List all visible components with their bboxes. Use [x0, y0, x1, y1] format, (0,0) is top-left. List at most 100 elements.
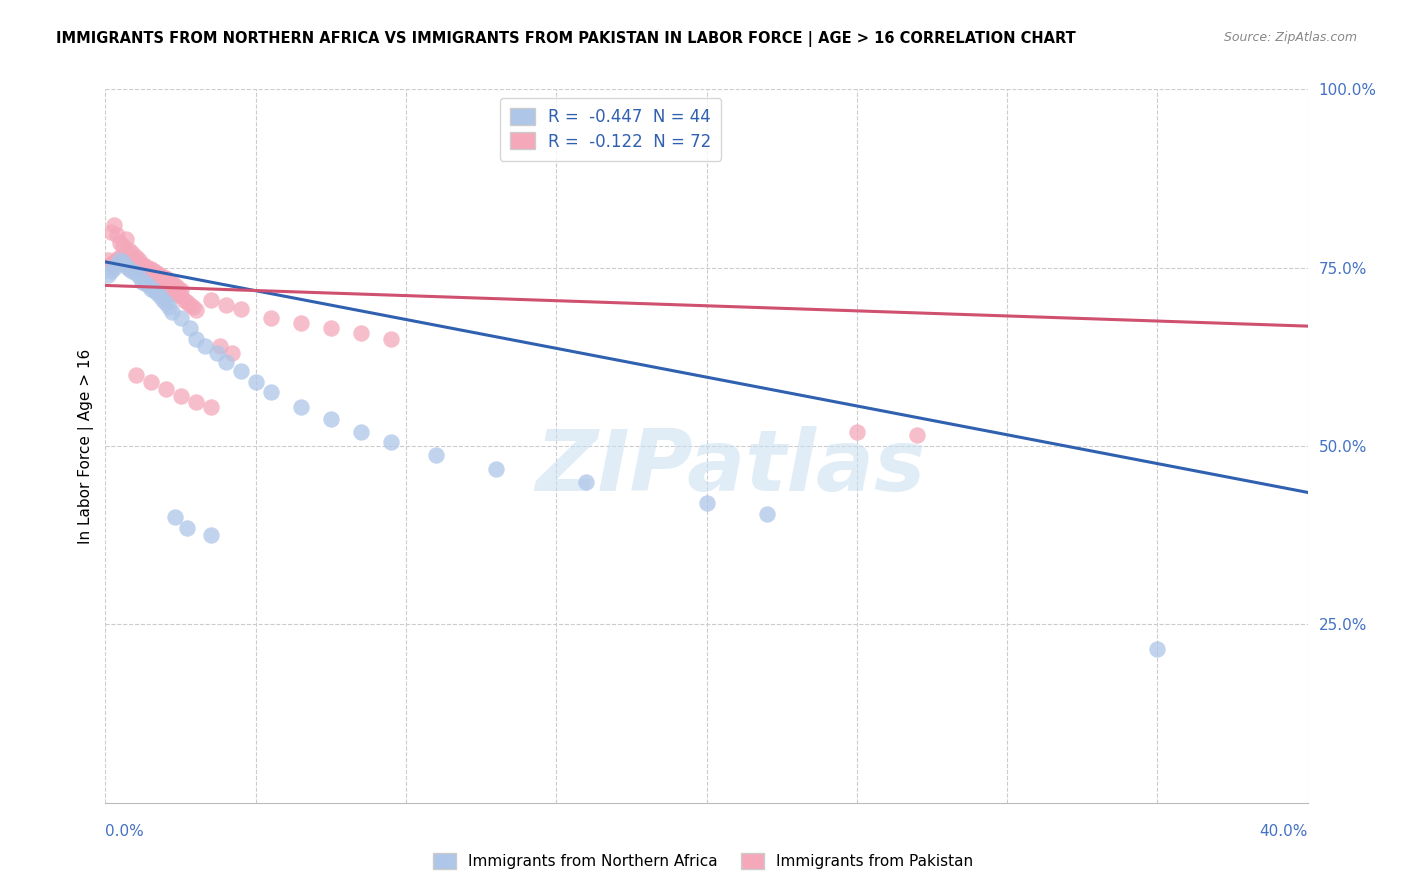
- Legend: Immigrants from Northern Africa, Immigrants from Pakistan: Immigrants from Northern Africa, Immigra…: [427, 847, 979, 875]
- Point: [169, 284, 191, 298]
- Point: [112, 239, 135, 253]
- Point: [380, 332, 402, 346]
- Text: Source: ZipAtlas.com: Source: ZipAtlas.com: [1223, 31, 1357, 45]
- Point: [205, 346, 228, 360]
- Point: [131, 262, 153, 277]
- Point: [200, 528, 222, 542]
- Point: [155, 296, 177, 310]
- Point: [575, 475, 598, 489]
- Point: [155, 278, 177, 293]
- Point: [152, 269, 174, 284]
- Point: [157, 275, 180, 289]
- Point: [107, 228, 129, 243]
- Point: [229, 301, 252, 316]
- Text: 40.0%: 40.0%: [1260, 824, 1308, 838]
- Point: [152, 277, 174, 291]
- Point: [136, 266, 159, 280]
- Point: [194, 339, 217, 353]
- Point: [134, 277, 156, 291]
- Text: ZIPatlas: ZIPatlas: [536, 425, 925, 509]
- Point: [1146, 642, 1168, 657]
- Point: [145, 273, 167, 287]
- Point: [107, 257, 129, 271]
- Point: [118, 255, 141, 269]
- Point: [142, 271, 165, 285]
- Point: [160, 277, 183, 291]
- Point: [128, 269, 150, 284]
- Point: [128, 253, 150, 268]
- Point: [350, 326, 373, 341]
- Point: [139, 375, 162, 389]
- Point: [131, 275, 153, 289]
- Point: [157, 300, 180, 314]
- Point: [103, 218, 125, 232]
- Point: [169, 310, 191, 325]
- Point: [155, 382, 177, 396]
- Point: [115, 232, 138, 246]
- Point: [157, 280, 180, 294]
- Point: [115, 259, 138, 273]
- Point: [845, 425, 868, 439]
- Point: [121, 246, 143, 260]
- Point: [124, 368, 146, 382]
- Point: [118, 243, 141, 257]
- Point: [134, 264, 156, 278]
- Point: [169, 289, 191, 303]
- Point: [112, 253, 135, 268]
- Point: [173, 293, 195, 307]
- Point: [124, 266, 146, 280]
- Point: [139, 269, 162, 284]
- Point: [107, 252, 129, 266]
- Point: [169, 389, 191, 403]
- Point: [214, 355, 236, 369]
- Point: [160, 305, 183, 319]
- Point: [145, 285, 167, 300]
- Point: [152, 293, 174, 307]
- Point: [110, 235, 132, 250]
- Point: [148, 289, 170, 303]
- Y-axis label: In Labor Force | Age > 16: In Labor Force | Age > 16: [79, 349, 94, 543]
- Point: [184, 303, 207, 318]
- Point: [181, 300, 204, 314]
- Point: [124, 259, 146, 273]
- Point: [176, 521, 198, 535]
- Point: [380, 435, 402, 450]
- Point: [128, 260, 150, 275]
- Point: [148, 275, 170, 289]
- Point: [166, 287, 188, 301]
- Point: [142, 284, 165, 298]
- Point: [100, 257, 122, 271]
- Point: [200, 400, 222, 414]
- Point: [155, 271, 177, 285]
- Point: [319, 412, 342, 426]
- Point: [221, 346, 243, 360]
- Point: [110, 250, 132, 264]
- Point: [148, 268, 170, 282]
- Point: [97, 253, 120, 268]
- Point: [319, 321, 342, 335]
- Point: [136, 260, 159, 275]
- Text: 0.0%: 0.0%: [105, 824, 145, 838]
- Point: [425, 448, 447, 462]
- Point: [200, 293, 222, 307]
- Point: [121, 264, 143, 278]
- Point: [163, 285, 186, 300]
- Point: [350, 425, 373, 439]
- Point: [145, 266, 167, 280]
- Point: [103, 255, 125, 269]
- Point: [139, 262, 162, 277]
- Point: [160, 284, 183, 298]
- Point: [163, 510, 186, 524]
- Point: [229, 364, 252, 378]
- Point: [139, 282, 162, 296]
- Point: [100, 225, 122, 239]
- Point: [97, 268, 120, 282]
- Point: [260, 310, 283, 325]
- Point: [184, 332, 207, 346]
- Point: [110, 253, 132, 268]
- Point: [485, 462, 508, 476]
- Point: [112, 255, 135, 269]
- Point: [290, 400, 312, 414]
- Point: [118, 262, 141, 277]
- Point: [134, 259, 156, 273]
